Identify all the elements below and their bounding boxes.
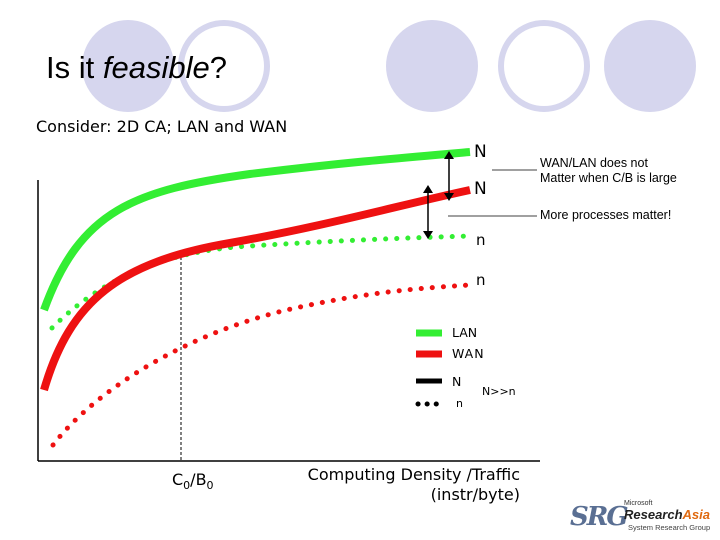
logo-microsoft: Microsoft bbox=[624, 500, 653, 507]
logo-system-research-group: System Research Group bbox=[628, 523, 711, 532]
x-axis-label-line1: Computing Density /Traffic bbox=[307, 465, 520, 484]
c0-sub1: 0 bbox=[183, 479, 191, 493]
decor-circle-2 bbox=[178, 20, 270, 112]
x-axis-label-line2: (instr/byte) bbox=[430, 485, 520, 504]
title-end: ? bbox=[209, 50, 227, 85]
c0-base: C bbox=[172, 470, 184, 489]
label-upper-N: N bbox=[474, 142, 487, 162]
note-more-processes: More processes matter! bbox=[540, 208, 672, 222]
decor-circle-5 bbox=[604, 20, 696, 112]
c0-b0-label: C0/B0 bbox=[172, 470, 214, 492]
srg-logo: SRG Microsoft ResearchAsia System Resear… bbox=[570, 500, 710, 536]
x-axis-label: Computing Density /Traffic (instr/byte) bbox=[260, 465, 520, 505]
lan-solid-curve bbox=[40, 148, 471, 312]
legend-solid-label: N bbox=[452, 374, 462, 389]
legend-dotted-label: n bbox=[456, 397, 463, 410]
decor-circle-1 bbox=[82, 20, 174, 112]
slide-title: Is it feasible? bbox=[46, 50, 227, 86]
decor-circle-3 bbox=[386, 20, 478, 112]
note-wan-lan-line2: Matter when C/B is large bbox=[540, 171, 677, 185]
c0-sub2: 0 bbox=[206, 479, 214, 493]
arrow-wan-gap bbox=[423, 185, 433, 239]
legend-wan-label: WAN bbox=[452, 346, 485, 361]
logo-research: Research bbox=[624, 507, 683, 522]
note-wan-lan-line1: WAN/LAN does not bbox=[540, 156, 648, 170]
logo-mark: SRG bbox=[570, 502, 629, 532]
legend-relation: N>>n bbox=[482, 385, 516, 398]
label-lower-N: N bbox=[474, 179, 487, 199]
decor-circle-4 bbox=[498, 20, 590, 112]
c0-slash: /B bbox=[190, 470, 207, 489]
consider-text: Consider: 2D CA; LAN and WAN bbox=[36, 117, 288, 136]
wan-dotted-curve bbox=[50, 282, 473, 448]
label-lower-n: n bbox=[476, 271, 486, 289]
arrow-n-gap-lan bbox=[444, 151, 454, 201]
title-emphasis: feasible bbox=[102, 50, 210, 85]
legend-lan-label: LAN bbox=[452, 325, 478, 340]
note-wan-lan: WAN/LAN does not Matter when C/B is larg… bbox=[540, 156, 677, 186]
label-upper-n: n bbox=[476, 231, 486, 249]
title-plain: Is it bbox=[46, 50, 103, 85]
logo-asia: Asia bbox=[682, 507, 711, 522]
logo-research-asia: ResearchAsia bbox=[624, 507, 710, 522]
wan-solid-curve bbox=[40, 186, 471, 392]
